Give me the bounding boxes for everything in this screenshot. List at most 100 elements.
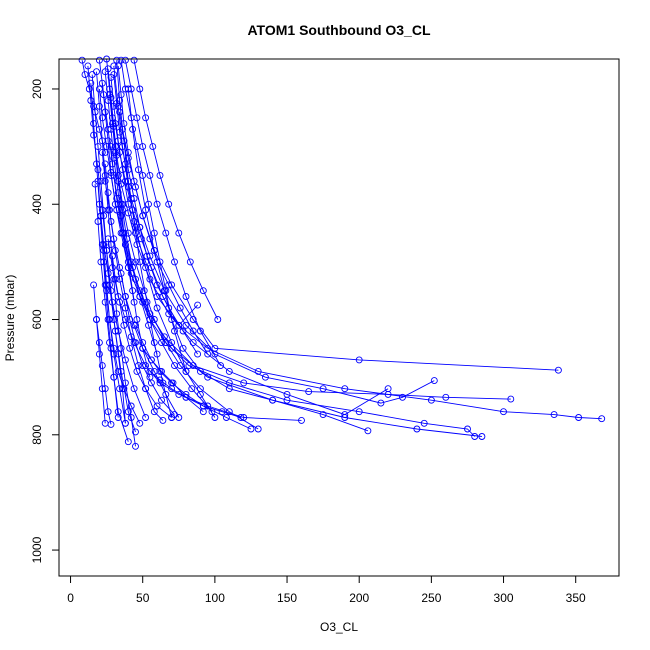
data-point-27-2 [111,148,119,156]
data-point-31-0 [97,212,105,220]
data-point-31-1 [100,241,108,249]
series-line-23 [94,184,119,418]
data-point-3-9 [211,350,219,358]
data-point-7-13 [384,385,392,393]
data-point-37-7 [218,408,226,416]
data-point-39-5 [222,414,230,421]
data-point-33-0 [108,252,116,260]
data-point-28-6 [162,229,170,237]
data-point-28-10 [217,362,225,370]
data-point-0-14 [355,408,363,416]
data-point-11-3 [94,166,102,174]
series-line-38 [142,348,204,413]
data-point-27-0 [106,91,113,99]
x-tick-label-100: 100 [205,591,225,605]
data-point-22-6 [116,385,124,393]
series-line-28 [124,60,221,366]
data-point-32-1 [108,264,116,272]
data-point-29-0 [130,56,138,64]
data-point-21-1 [104,189,112,197]
data-point-20-9 [162,390,170,398]
data-point-16-3 [130,195,138,202]
data-point-24-2 [95,350,103,358]
data-point-32-0 [104,235,112,243]
data-point-36-5 [107,420,115,428]
data-point-6-0 [117,56,125,64]
y-tick-label-200: 200 [30,79,44,99]
data-point-39-3 [182,393,190,401]
series-line-0 [104,71,476,437]
data-point-30-4 [140,287,148,295]
data-point-25-0 [95,56,103,64]
data-point-33-2 [116,298,124,306]
data-point-23-5 [110,373,118,381]
data-point-16-0 [116,108,124,116]
data-point-11-0 [84,62,92,70]
data-point-19-9 [188,385,196,393]
data-point-5-12 [413,425,421,433]
data-point-30-6 [162,339,170,347]
data-point-21-9 [150,408,158,416]
series-line-15 [127,88,187,372]
data-point-7-12 [341,411,349,419]
x-tick-label-150: 150 [277,591,297,605]
data-point-30-5 [150,316,158,323]
series-line-14 [116,60,173,418]
data-point-31-7 [142,414,150,421]
data-point-33-1 [111,275,119,283]
data-point-18-6 [159,293,167,300]
data-point-4-13 [442,393,450,401]
data-point-22-7 [121,419,129,427]
data-point-31-5 [121,356,129,364]
data-point-30-7 [176,362,184,370]
data-point-11-2 [90,131,98,139]
data-point-27-6 [129,264,137,272]
data-point-35-2 [106,316,113,323]
data-point-15-2 [134,166,142,174]
data-point-28-8 [182,293,190,300]
data-point-36-0 [93,316,100,323]
data-point-2-10 [355,356,363,364]
data-point-29-6 [175,229,183,237]
data-point-6-11 [196,367,204,375]
data-point-31-3 [108,298,116,306]
data-point-35-0 [100,258,108,266]
data-point-36-4 [104,408,112,416]
data-point-15-3 [142,206,150,214]
data-point-29-5 [165,200,173,208]
data-point-2-8 [189,316,197,323]
data-point-0-15 [420,419,428,427]
data-point-0-17 [471,433,479,440]
data-point-35-3 [110,344,118,352]
series-line-13 [113,65,216,418]
data-point-11-10 [132,428,139,436]
data-point-6-9 [168,316,176,323]
data-point-1-14 [550,411,558,419]
data-point-35-5 [120,385,128,393]
data-point-23-1 [94,218,102,225]
data-point-26-3 [90,102,98,110]
data-point-5-1 [98,114,106,122]
data-point-30-2 [124,229,132,237]
data-point-9-0 [88,71,96,79]
data-point-34-0 [117,269,125,277]
y-tick-label-600: 600 [30,309,44,329]
data-point-33-3 [120,321,128,329]
data-point-24-0 [90,281,98,289]
data-point-6-10 [179,344,187,352]
data-point-39-1 [156,376,164,384]
data-point-18-5 [147,264,155,272]
data-point-27-8 [145,321,152,329]
y-tick-label-800: 800 [30,424,44,444]
series-line-2 [117,65,559,371]
series-line-26 [81,60,106,153]
data-point-30-0 [114,171,122,179]
data-point-8-11 [132,442,139,450]
data-point-25-7 [130,298,138,306]
data-point-26-1 [81,71,89,79]
data-point-39-6 [247,425,255,433]
data-point-15-1 [129,125,137,133]
series-line-18 [114,123,198,327]
data-point-34-5 [147,379,155,387]
